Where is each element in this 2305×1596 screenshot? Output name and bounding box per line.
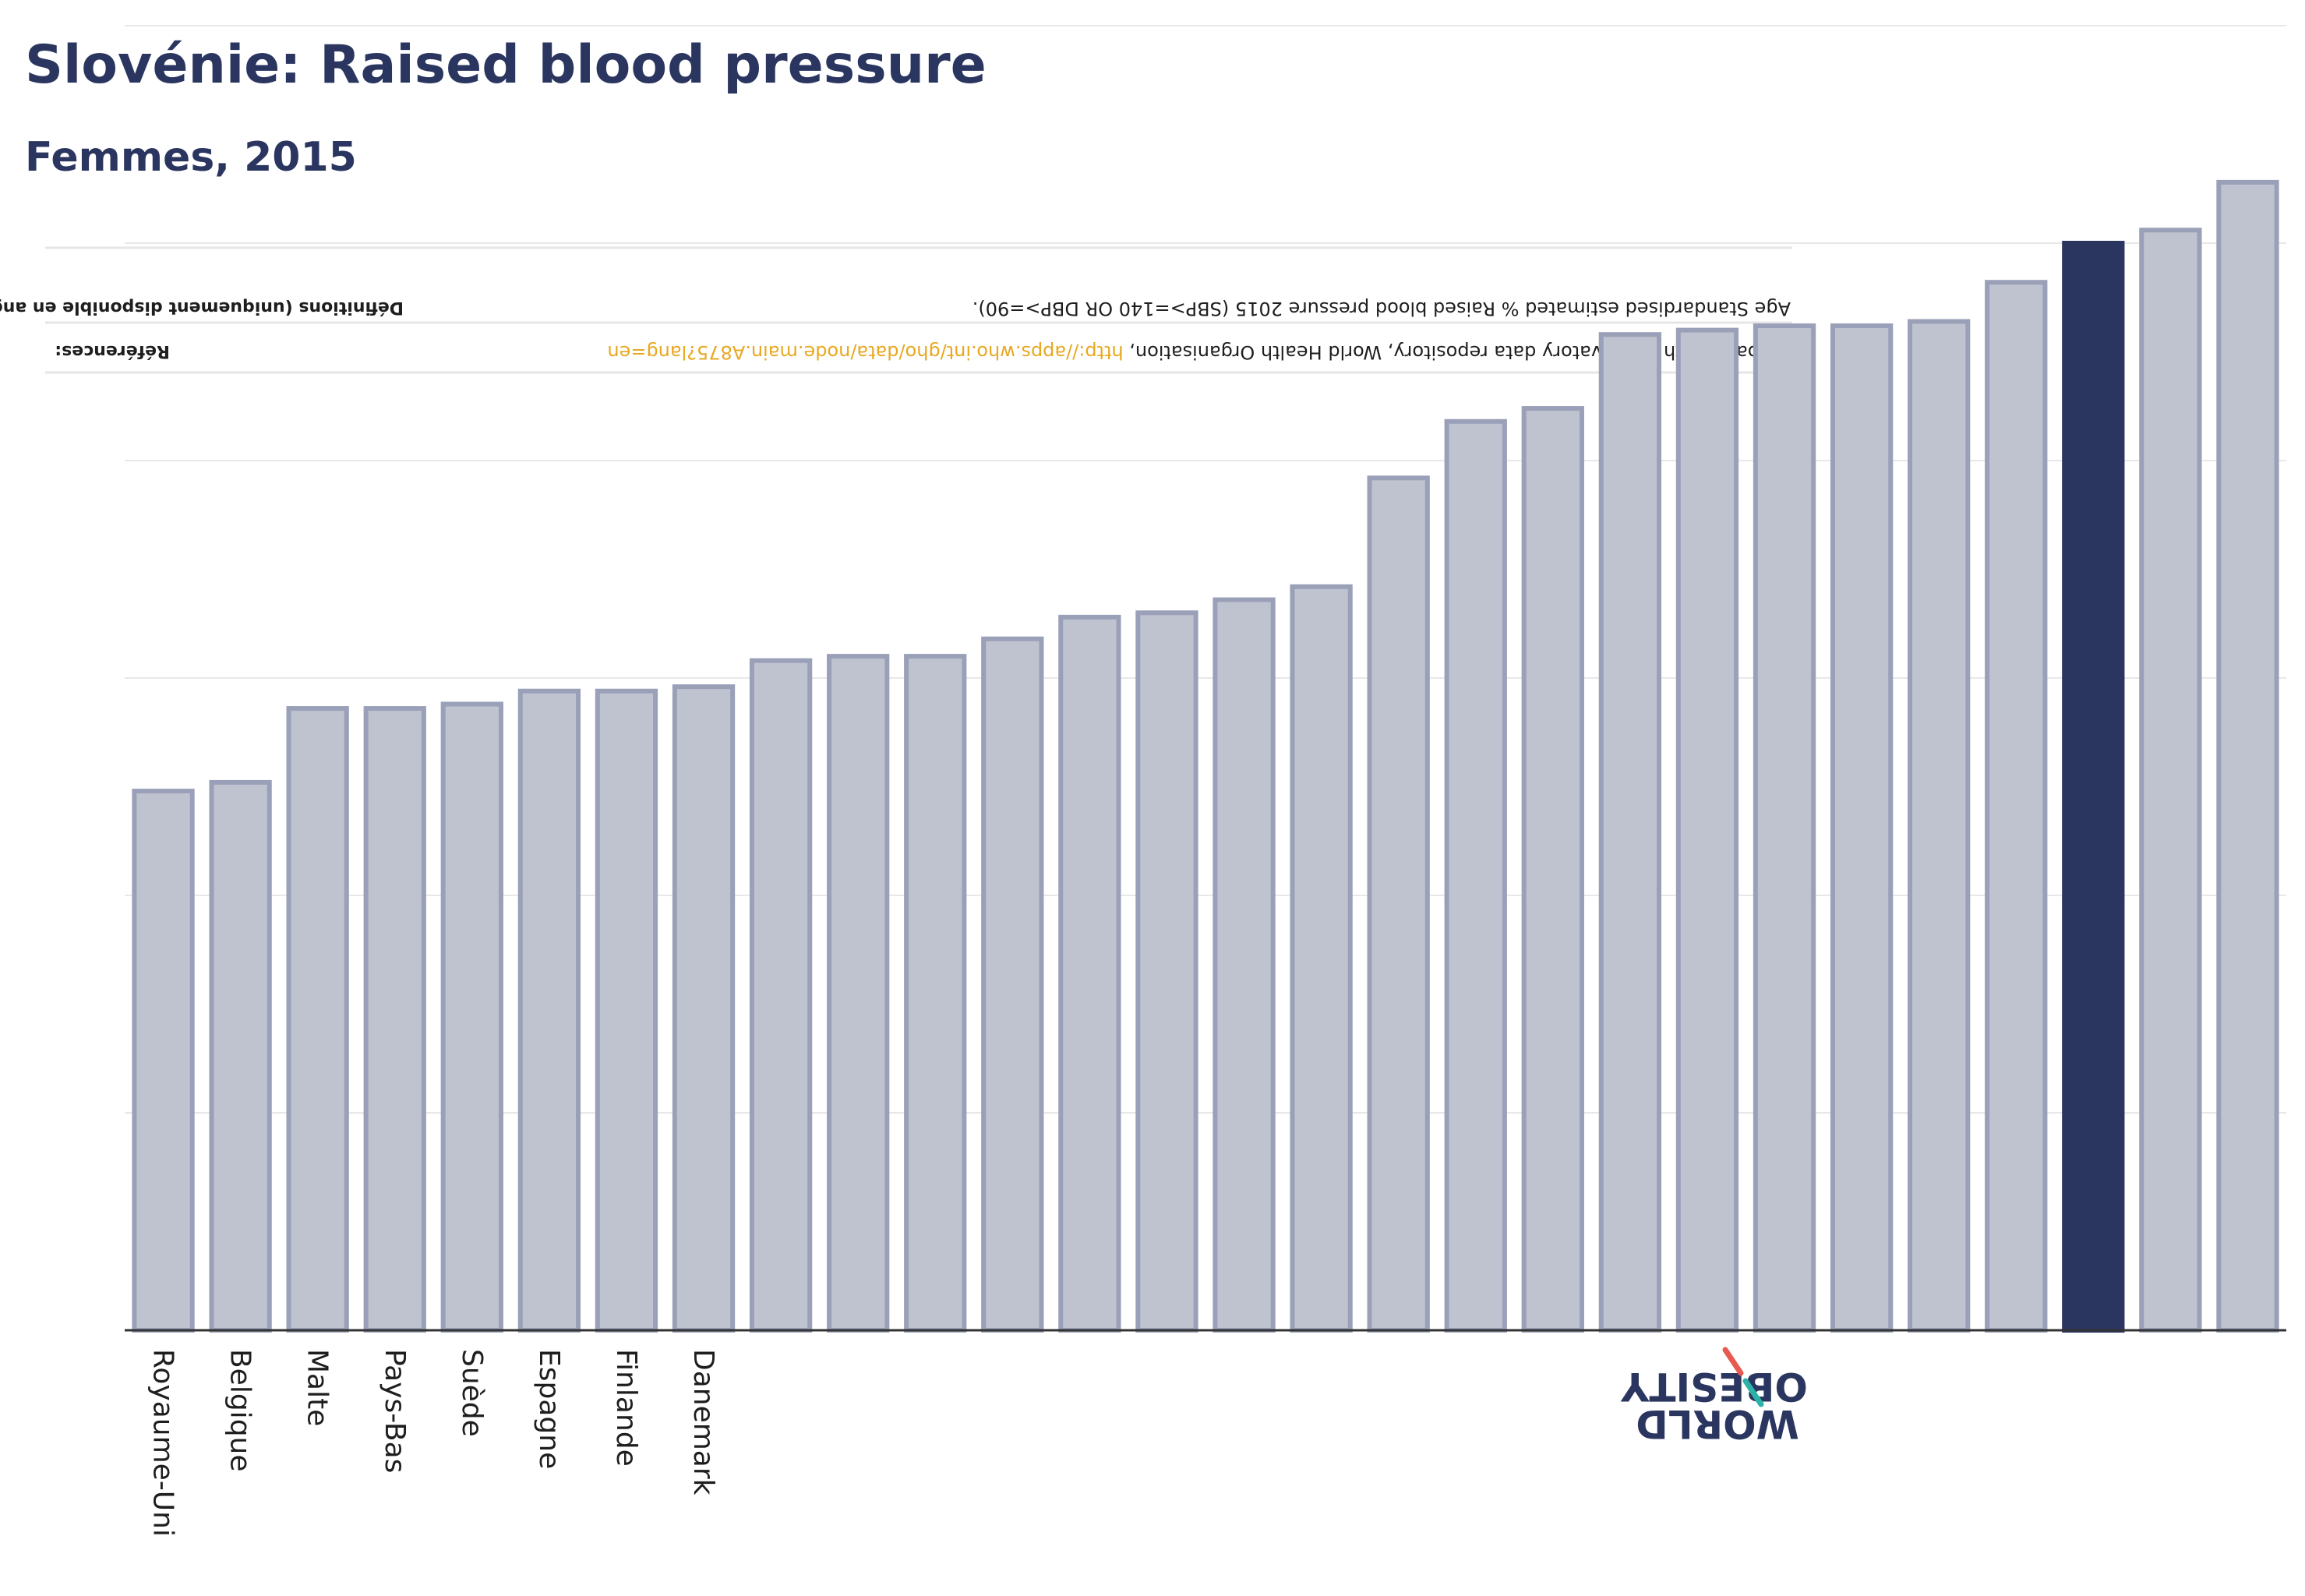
bar[interactable] <box>1753 323 1816 1333</box>
logo-line-world: WORLD <box>1636 1401 1799 1446</box>
x-tick-label: Malte <box>302 1349 334 1426</box>
bar[interactable] <box>1135 610 1198 1333</box>
x-tick-label: Royaume-Uni <box>147 1349 179 1537</box>
logo-slash-red <box>1722 1347 1744 1376</box>
bar[interactable] <box>1598 332 1662 1333</box>
bar[interactable] <box>209 779 272 1333</box>
logo-line-obesity: OBESITY <box>1620 1364 1807 1409</box>
bar[interactable] <box>1675 327 1739 1333</box>
x-tick-label: Belgique <box>224 1349 256 1472</box>
references-link[interactable]: http://apps.who.int/gho/data/node.main.A… <box>607 341 1123 363</box>
bar[interactable] <box>2216 179 2279 1333</box>
bar[interactable] <box>440 701 503 1333</box>
bar[interactable] <box>286 706 349 1333</box>
bar[interactable] <box>749 658 813 1333</box>
info-box: Définitions (uniquement disponible en an… <box>0 246 1792 374</box>
world-obesity-logo: OBESITY WORLD <box>1620 1347 1808 1446</box>
x-tick-label: Pays-Bas <box>379 1349 411 1473</box>
bar[interactable] <box>1290 584 1353 1333</box>
x-tick-label: Espagne <box>533 1349 565 1469</box>
chart-subtitle: Femmes, 2015 <box>25 134 357 181</box>
bar[interactable] <box>1444 418 1507 1333</box>
bar[interactable] <box>1908 319 1971 1333</box>
bar[interactable] <box>1830 323 1894 1333</box>
x-tick-label: Suède <box>456 1349 488 1437</box>
definitions-text: Age Standardised estimated % Raised bloo… <box>972 298 1791 320</box>
bar[interactable] <box>904 654 967 1333</box>
references-label: Références: <box>55 341 170 361</box>
bar[interactable] <box>827 654 890 1333</box>
bar-highlight[interactable] <box>2062 241 2125 1333</box>
bar[interactable] <box>1985 280 2048 1333</box>
bar[interactable] <box>132 789 195 1333</box>
bar[interactable] <box>517 688 581 1333</box>
bar[interactable] <box>1367 475 1430 1333</box>
bar[interactable] <box>1521 406 1584 1333</box>
bar[interactable] <box>1213 597 1276 1333</box>
bar[interactable] <box>595 688 658 1333</box>
bar[interactable] <box>981 636 1044 1333</box>
bar[interactable] <box>2139 228 2202 1333</box>
bar[interactable] <box>363 706 426 1333</box>
bar[interactable] <box>672 684 736 1333</box>
definitions-label: Définitions (uniquement disponible en an… <box>0 298 404 317</box>
x-tick-label: Danemark <box>687 1349 719 1495</box>
bar[interactable] <box>1058 614 1121 1333</box>
logo-slash-teal <box>1742 1378 1764 1407</box>
x-tick-label: Finlande <box>610 1349 642 1467</box>
x-axis-labels: Royaume-Uni Belgique Malte Pays-Bas Suède Esp… <box>147 1349 719 1537</box>
chart-title: Slovénie: Raised blood pressure <box>25 34 987 96</box>
